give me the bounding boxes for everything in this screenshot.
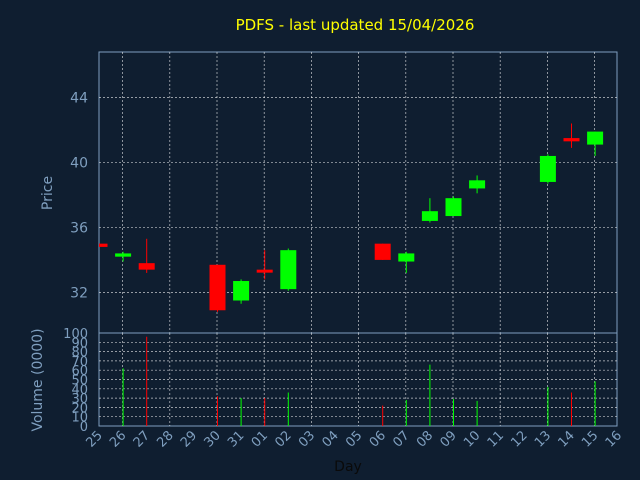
volume-tick-label: 0 [80,420,88,435]
candle-body [99,243,108,247]
price-grid [99,52,617,333]
x-tick-label: 07 [390,428,412,450]
x-tick-label: 09 [438,428,460,450]
volume-tick-label: 30 [71,392,88,407]
volume-tick-label: 100 [63,327,88,342]
volume-tick-label: 40 [71,383,88,398]
price-y-ticks: 32 36 40 44 [70,90,88,301]
price-tick-label: 40 [70,155,88,171]
volume-tick-label: 10 [71,411,88,426]
x-axis-label: Day [334,459,362,475]
volume-grid [99,333,617,426]
chart-title: PDFS - last updated 15/04/2026 [236,16,475,34]
volume-tick-label: 50 [71,374,88,389]
candles [99,123,604,312]
x-tick-label: 08 [414,428,436,450]
candle-body [469,180,486,189]
x-tick-label: 28 [154,428,176,450]
volume-tick-label: 60 [71,364,88,379]
candle-body [539,155,556,182]
volume-tick-label: 90 [71,336,88,351]
x-tick-label: 04 [320,428,342,450]
x-tick-label: 26 [107,428,129,450]
candle-body [421,211,438,221]
x-tick-label: 13 [532,428,554,450]
x-tick-label: 29 [178,428,200,450]
candle-body [233,281,250,301]
x-tick-label: 03 [296,428,318,450]
x-tick-label: 06 [367,428,389,450]
price-axis-label: Price [40,176,56,210]
candle-body [587,131,604,145]
candle-body [374,243,391,260]
price-tick-label: 32 [70,285,88,301]
candle-body [445,198,462,217]
x-tick-label: 10 [461,428,483,450]
volume-tick-label: 70 [71,355,88,370]
candle-body [398,253,415,262]
x-tick-label: 15 [579,428,601,450]
volume-axis-label: Volume (0000) [30,328,46,431]
x-tick-label: 11 [485,428,507,450]
candle-body [209,264,226,311]
candle-body [256,269,273,273]
x-ticks: 25 26 27 28 29 30 31 01 02 03 04 05 06 07 08 09 10 11 12 13… [84,428,626,450]
x-tick-label: 27 [131,428,153,450]
x-tick-label: 05 [343,428,365,450]
price-tick-label: 36 [70,220,88,236]
x-tick-label: 31 [225,428,247,450]
price-panel [98,51,618,334]
volume-tick-label: 80 [71,346,88,361]
volume-tick-label: 20 [71,401,88,416]
candle-body [280,250,297,290]
candle-body [563,138,580,142]
x-tick-label: 01 [249,428,271,450]
price-tick-label: 44 [70,90,88,106]
x-tick-label: 02 [272,428,294,450]
volume-bars [122,336,596,426]
x-tick-label: 12 [508,428,530,450]
x-tick-label: 30 [202,428,224,450]
candle-body [138,263,155,270]
candle-body [115,253,132,257]
x-tick-label: 16 [603,428,625,450]
x-tick-label: 14 [556,428,578,450]
